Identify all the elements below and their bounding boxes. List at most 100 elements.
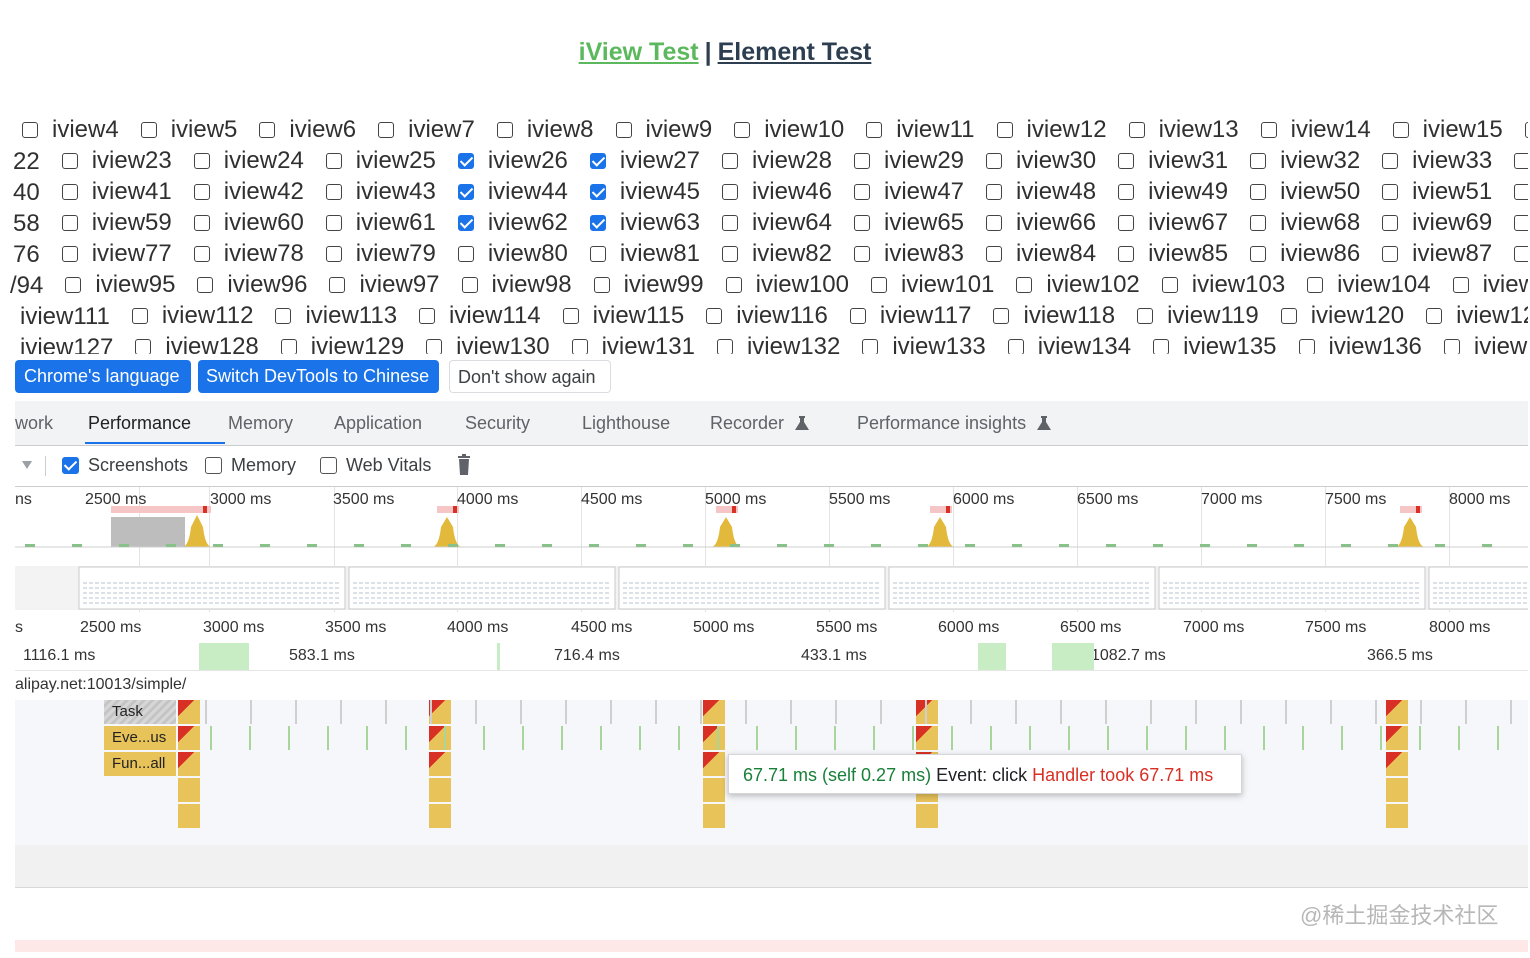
event-tick[interactable]: [912, 726, 914, 750]
checkbox[interactable]: [593, 277, 610, 293]
checkbox[interactable]: [1524, 122, 1528, 138]
trash-icon[interactable]: [457, 454, 471, 476]
memory-toggle[interactable]: Memory: [205, 455, 296, 476]
checkbox-item[interactable]: ivie: [1492, 209, 1528, 237]
event-tick[interactable]: [210, 726, 212, 750]
checkbox[interactable]: [1161, 277, 1178, 293]
checkbox-item[interactable]: iview9: [594, 116, 712, 144]
event-tick[interactable]: [795, 726, 797, 750]
event-tick[interactable]: [678, 726, 680, 750]
call-block[interactable]: [703, 752, 725, 776]
checkbox-item[interactable]: iview117: [828, 302, 971, 330]
checkbox-item[interactable]: iview104: [1285, 271, 1431, 299]
checkbox[interactable]: [131, 308, 148, 324]
checkbox[interactable]: [721, 184, 738, 200]
checkbox[interactable]: [1382, 246, 1399, 262]
checkbox[interactable]: [426, 339, 443, 354]
checkbox-item[interactable]: iview81: [568, 240, 700, 268]
task-tick[interactable]: [565, 700, 567, 724]
call-block[interactable]: [429, 752, 451, 776]
checkbox-item[interactable]: iview48: [964, 178, 1096, 206]
checkbox[interactable]: [849, 308, 866, 324]
checkbox-item[interactable]: iview45: [568, 178, 700, 206]
checkbox[interactable]: [716, 339, 733, 354]
call-block[interactable]: [1386, 778, 1408, 802]
checkbox[interactable]: [275, 308, 292, 324]
task-tick[interactable]: [475, 700, 477, 724]
checkbox[interactable]: [853, 215, 870, 231]
checkbox-item[interactable]: iview118: [971, 302, 1115, 330]
checkbox-item[interactable]: iview46: [700, 178, 832, 206]
checkbox-item[interactable]: iview24: [172, 147, 304, 175]
call-block[interactable]: [916, 700, 938, 724]
event-tick[interactable]: [1419, 726, 1421, 750]
checkbox-item[interactable]: iview134: [986, 333, 1131, 354]
checkbox-item[interactable]: iview49: [1096, 178, 1228, 206]
frame-duration-label[interactable]: 1116.1 ms: [23, 647, 96, 664]
timeline-overview[interactable]: ns 2500 ms 3000 ms 3500 ms 4000 ms 4500 ms 500…: [15, 487, 1528, 612]
task-tick[interactable]: [430, 700, 432, 724]
checkbox[interactable]: [996, 122, 1013, 138]
checkbox-item[interactable]: iview96: [175, 271, 307, 299]
checkbox[interactable]: [589, 215, 606, 231]
element-test-link[interactable]: Element Test: [717, 38, 872, 66]
checkbox[interactable]: [419, 308, 436, 324]
checkbox[interactable]: [986, 215, 1003, 231]
checkbox-item[interactable]: iview85: [1096, 240, 1228, 268]
checkbox-item[interactable]: iview120: [1259, 302, 1404, 330]
dropdown-arrow-icon[interactable]: [21, 459, 33, 471]
checkbox[interactable]: [589, 246, 606, 262]
frame-duration-label[interactable]: 433.1 ms: [801, 647, 867, 664]
task-tick[interactable]: [1195, 700, 1197, 724]
event-tick[interactable]: [366, 726, 368, 750]
checkbox-item[interactable]: iview10: [1431, 271, 1528, 299]
checkbox-item[interactable]: iview137: [1422, 333, 1528, 354]
checkbox-item[interactable]: iview43: [304, 178, 436, 206]
task-tick[interactable]: [205, 700, 207, 724]
checkbox[interactable]: [457, 215, 474, 231]
checkbox[interactable]: [615, 122, 632, 138]
checkbox-item[interactable]: iview95: [43, 271, 175, 299]
web-vitals-toggle[interactable]: Web Vitals: [320, 455, 431, 476]
checkbox[interactable]: [986, 184, 1003, 200]
checkbox-item[interactable]: ivie: [1492, 147, 1528, 175]
checkbox-item[interactable]: iview44: [436, 178, 568, 206]
checkbox[interactable]: [140, 122, 157, 138]
event-tick[interactable]: [717, 726, 719, 750]
checkbox-item[interactable]: iview64: [700, 209, 832, 237]
call-block[interactable]: [1386, 700, 1408, 724]
checkbox-item[interactable]: iview113: [253, 302, 397, 330]
checkbox[interactable]: [1118, 153, 1135, 169]
checkbox-item[interactable]: iview23: [40, 147, 172, 175]
tab-network[interactable]: work: [15, 413, 54, 433]
checkbox[interactable]: [1382, 184, 1399, 200]
task-block[interactable]: Task: [104, 700, 176, 724]
tab-security[interactable]: Security: [465, 413, 531, 433]
checkbox[interactable]: [1250, 184, 1267, 200]
checkbox-item[interactable]: iview129: [259, 333, 404, 354]
checkbox-item[interactable]: iview121: [1404, 302, 1528, 330]
call-block[interactable]: [703, 804, 725, 828]
checkbox[interactable]: [1307, 277, 1324, 293]
tab-lighthouse[interactable]: Lighthouse: [582, 413, 671, 433]
checkbox[interactable]: [721, 246, 738, 262]
checkbox[interactable]: [853, 246, 870, 262]
tab-application[interactable]: Application: [334, 413, 423, 433]
checkbox[interactable]: [325, 153, 342, 169]
call-block[interactable]: [429, 804, 451, 828]
checkbox-item[interactable]: iview27: [568, 147, 700, 175]
checkbox[interactable]: [1137, 308, 1154, 324]
task-tick[interactable]: [1510, 700, 1512, 724]
checkbox[interactable]: [721, 153, 738, 169]
checkbox-item[interactable]: iview26: [436, 147, 568, 175]
memory-checkbox[interactable]: [205, 457, 222, 474]
checkbox[interactable]: [993, 308, 1010, 324]
task-tick[interactable]: [925, 700, 927, 724]
checkbox[interactable]: [280, 339, 297, 354]
task-tick[interactable]: [655, 700, 657, 724]
checkbox[interactable]: [1392, 122, 1409, 138]
checkbox[interactable]: [1250, 215, 1267, 231]
checkbox[interactable]: [1280, 308, 1297, 324]
checkbox-item[interactable]: iview119: [1115, 302, 1259, 330]
checkbox[interactable]: [571, 339, 588, 354]
